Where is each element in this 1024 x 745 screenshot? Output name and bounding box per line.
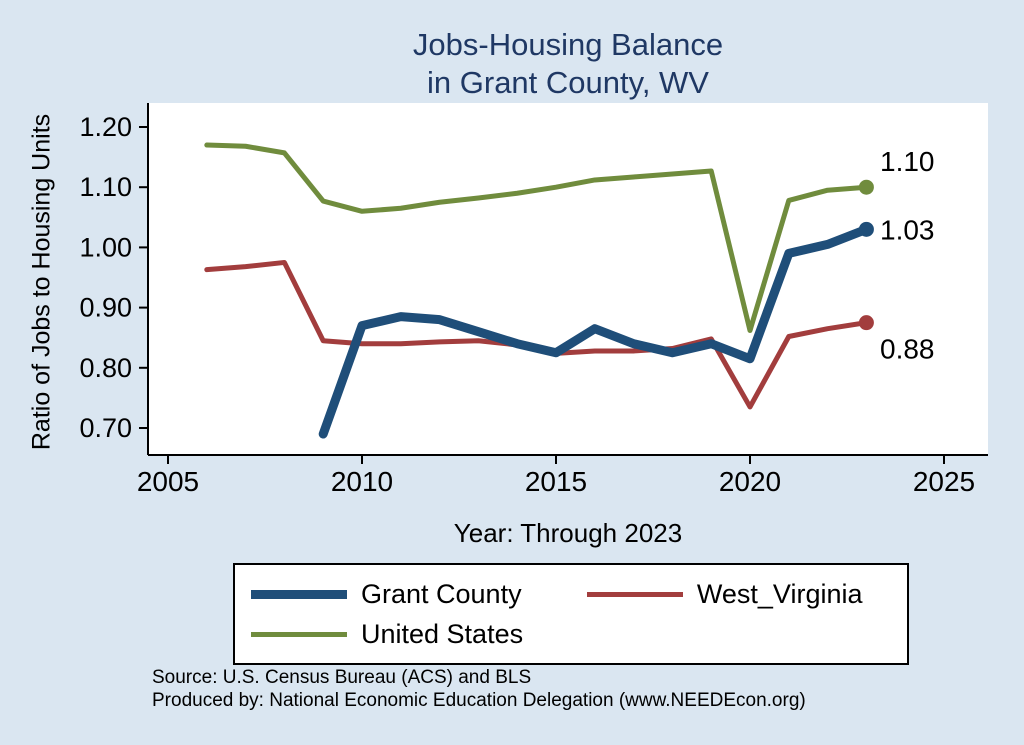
svg-text:0.70: 0.70 <box>79 413 132 443</box>
legend-label-grant-county: Grant County <box>361 578 522 609</box>
legend-label-west-virginia: West_Virginia <box>696 578 863 609</box>
legend-item-grant-county: Grant County <box>251 578 587 610</box>
svg-text:0.90: 0.90 <box>79 293 132 323</box>
svg-text:2005: 2005 <box>137 466 199 497</box>
legend: Grant County West_Virginia United States <box>233 563 909 665</box>
chart-title-line1: Jobs-Housing Balance <box>412 27 724 62</box>
source-line: Source: U.S. Census Bureau (ACS) and BLS <box>152 667 532 688</box>
produced-line: Produced by: National Economic Education… <box>152 690 806 711</box>
legend-swatch-grant-county <box>251 589 347 599</box>
svg-text:1.10: 1.10 <box>79 172 132 202</box>
source-note: Source: U.S. Census Bureau (ACS) and BLS… <box>152 666 806 712</box>
svg-text:0.80: 0.80 <box>79 353 132 383</box>
chart-title-line2: in Grant County, WV <box>427 65 709 100</box>
x-axis-label: Year: Through 2023 <box>453 518 683 548</box>
svg-text:2025: 2025 <box>913 466 975 497</box>
legend-item-united-states: United States <box>251 618 587 650</box>
svg-text:1.20: 1.20 <box>79 112 132 142</box>
svg-text:0.88: 0.88 <box>880 334 935 365</box>
svg-text:1.00: 1.00 <box>79 232 132 262</box>
svg-text:2020: 2020 <box>719 466 781 497</box>
svg-text:1.10: 1.10 <box>880 146 935 177</box>
svg-text:2010: 2010 <box>331 466 393 497</box>
chart-title: Jobs-Housing Balance in Grant County, WV <box>148 26 988 102</box>
svg-text:1.03: 1.03 <box>880 214 935 245</box>
svg-text:2015: 2015 <box>525 466 587 497</box>
legend-swatch-united-states <box>251 631 347 637</box>
legend-item-west-virginia: West_Virginia <box>586 578 897 610</box>
legend-swatch-west-virginia <box>586 591 683 597</box>
legend-label-united-states: United States <box>361 618 524 649</box>
